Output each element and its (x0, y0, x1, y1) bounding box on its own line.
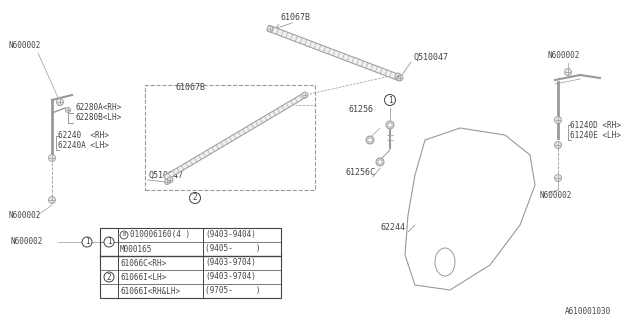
Circle shape (564, 68, 572, 76)
Circle shape (368, 138, 372, 142)
Text: (9403-9704): (9403-9704) (205, 273, 256, 282)
Bar (145, 85, 315, 190)
Text: N600002: N600002 (540, 191, 572, 200)
Text: 61066C<RH>: 61066C<RH> (120, 259, 166, 268)
Text: (9403-9404): (9403-9404) (205, 230, 256, 239)
Polygon shape (164, 93, 307, 180)
Text: 61067B: 61067B (175, 83, 205, 92)
Text: 61066I<RH&LH>: 61066I<RH&LH> (120, 286, 180, 295)
Circle shape (65, 108, 70, 113)
Text: 62280A<RH>: 62280A<RH> (75, 103, 121, 112)
Text: N600002: N600002 (8, 211, 40, 220)
Circle shape (554, 116, 561, 124)
Circle shape (56, 99, 63, 106)
Circle shape (104, 272, 114, 282)
Circle shape (554, 141, 561, 148)
Text: 62240A <LH>: 62240A <LH> (58, 141, 109, 150)
Text: 61256C: 61256C (345, 168, 375, 177)
Text: A610001030: A610001030 (565, 307, 611, 316)
Circle shape (167, 177, 173, 183)
Circle shape (366, 136, 374, 144)
Circle shape (49, 155, 56, 162)
Bar (100, 228, 281, 298)
Text: 62240  <RH>: 62240 <RH> (58, 131, 109, 140)
Circle shape (120, 231, 128, 239)
Text: 1: 1 (107, 237, 111, 246)
Circle shape (554, 174, 561, 181)
Text: 1: 1 (84, 237, 90, 246)
Circle shape (397, 75, 403, 81)
Circle shape (378, 160, 382, 164)
Text: Q510047: Q510047 (148, 171, 183, 180)
Text: 62244: 62244 (380, 223, 405, 232)
Text: 62280B<LH>: 62280B<LH> (75, 113, 121, 122)
Text: 2: 2 (107, 273, 111, 282)
Text: Q510047: Q510047 (413, 53, 448, 62)
Text: 1: 1 (388, 95, 392, 105)
Circle shape (82, 237, 92, 247)
Circle shape (388, 123, 392, 127)
Circle shape (49, 196, 56, 204)
Circle shape (164, 180, 170, 185)
Circle shape (302, 92, 308, 98)
Text: 61066I<LH>: 61066I<LH> (120, 273, 166, 282)
Circle shape (386, 121, 394, 129)
Circle shape (267, 26, 273, 32)
Circle shape (376, 158, 384, 166)
Text: M000165: M000165 (120, 244, 152, 253)
Circle shape (104, 237, 114, 247)
Text: 61240D <RH>: 61240D <RH> (570, 121, 621, 130)
Text: N600002: N600002 (8, 41, 40, 50)
Text: 61067B: 61067B (280, 13, 310, 22)
Text: 2: 2 (193, 194, 197, 203)
Circle shape (189, 193, 200, 204)
Text: N600002: N600002 (10, 237, 42, 246)
Text: 61240E <LH>: 61240E <LH> (570, 131, 621, 140)
Text: 61256: 61256 (348, 105, 373, 114)
Text: B: B (122, 233, 125, 237)
Text: (9405-     ): (9405- ) (205, 244, 260, 253)
Text: 010006160(4 ): 010006160(4 ) (130, 230, 190, 239)
Text: (9705-     ): (9705- ) (205, 286, 260, 295)
Polygon shape (267, 25, 401, 81)
Text: (9403-9704): (9403-9704) (205, 259, 256, 268)
Text: N600002: N600002 (548, 51, 580, 60)
Circle shape (385, 94, 396, 106)
Circle shape (395, 73, 401, 79)
